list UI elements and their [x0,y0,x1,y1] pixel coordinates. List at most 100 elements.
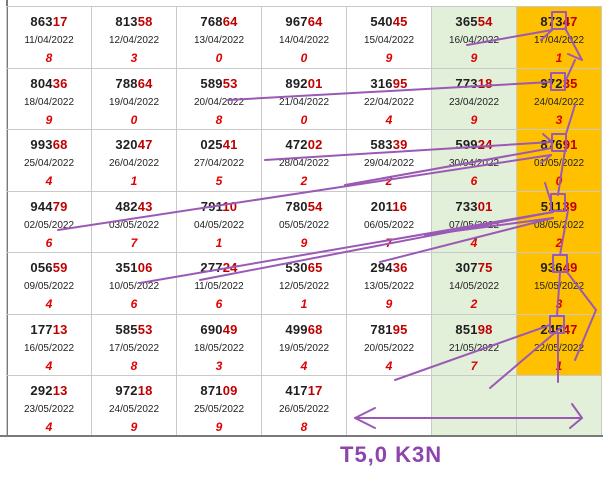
result-date: 14/05/2022 [448,281,500,293]
result-cell: 78054 05/05/2022 9 [261,190,347,254]
result-digit: 8 [130,358,138,373]
number-suffix: 01 [477,198,493,214]
result-date: 30/04/2022 [448,158,500,170]
result-number: 73301 [432,199,516,215]
number-prefix: 056 [30,260,53,276]
result-digit: 4 [300,358,308,373]
number-prefix: 813 [115,14,138,29]
number-suffix: 54 [477,14,493,29]
result-digit: 0 [215,51,223,65]
result-number: 41717 [262,383,346,399]
number-suffix: 54 [307,198,323,214]
number-suffix: 49 [222,321,238,337]
number-suffix: 24 [222,260,238,276]
result-number: 81358 [92,14,176,30]
result-digit: 0 [130,112,138,127]
result-cell: 48243 03/05/2022 7 [91,190,177,254]
number-prefix: 530 [285,260,308,276]
number-prefix: 876 [540,137,563,153]
number-suffix: 18 [477,75,493,91]
result-digit: 9 [45,112,53,127]
result-digit: 4 [470,235,478,250]
result-cell: 35106 10/05/2022 6 [91,252,177,315]
result-number: 99368 [7,137,91,153]
result-date: 18/04/2022 [23,96,75,108]
result-number: 31695 [347,76,431,92]
result-date: 21/05/2022 [448,342,500,354]
result-digit: 9 [470,51,478,65]
result-number: 32047 [92,137,176,153]
result-cell: 02541 27/04/2022 5 [176,129,262,192]
number-suffix: 59 [52,260,68,276]
number-suffix: 98 [477,321,493,337]
number-prefix: 245 [540,321,563,337]
result-digit: 9 [385,297,393,312]
number-suffix: 49 [562,260,578,276]
result-cell: 31695 22/04/2022 4 [346,67,432,131]
result-number: 35106 [92,260,176,276]
result-number: 58553 [92,322,176,338]
number-suffix: 58 [137,14,153,29]
result-date: 11/04/2022 [24,35,74,46]
result-digit: 9 [300,235,308,250]
number-suffix: 24 [477,137,493,153]
result-date: 23/05/2022 [23,404,75,416]
grid-row: 05659 09/05/2022 4 35106 10/05/2022 6 27724 11/… [6,252,602,315]
result-date: 17/05/2022 [108,342,160,354]
number-prefix: 972 [540,75,563,91]
result-date: 22/05/2022 [533,342,585,354]
result-date: 17/04/2022 [533,35,585,46]
number-suffix: 47 [137,137,153,153]
number-prefix: 365 [455,14,478,29]
number-prefix: 791 [200,198,223,214]
number-prefix: 788 [115,75,138,91]
number-prefix: 936 [540,260,563,276]
result-number: 94479 [7,199,91,215]
result-number: 85198 [432,322,516,338]
result-digit: 3 [130,51,138,65]
result-digit: 3 [555,297,563,312]
number-suffix: 09 [222,383,238,399]
result-number: 53065 [262,260,346,276]
result-date: 01/05/2022 [533,158,585,170]
number-prefix: 417 [285,383,308,399]
number-suffix: 39 [392,137,408,153]
number-prefix: 277 [200,260,223,276]
result-number: 97235 [517,76,601,92]
result-cell: 47202 28/04/2022 2 [261,129,347,192]
result-digit: 6 [45,235,53,250]
result-number: 58953 [177,76,261,92]
result-number: 58339 [347,137,431,153]
result-cell: 58339 29/04/2022 2 [346,129,432,192]
result-cell: 87691 01/05/2022 0 [516,129,602,192]
result-digit: 5 [215,174,223,189]
result-date: 16/04/2022 [448,35,500,46]
result-number: 89201 [262,76,346,92]
result-number: 87691 [517,137,601,153]
result-number: 79110 [177,199,261,215]
result-cell: 49968 19/05/2022 4 [261,313,347,377]
number-prefix: 511 [540,198,563,214]
result-date: 22/04/2022 [363,96,415,108]
result-cell: 80436 18/04/2022 9 [6,67,92,131]
result-cell: 20116 06/05/2022 7 [346,190,432,254]
grid-row: 29213 23/05/2022 4 97218 24/05/2022 9 87109 25/… [6,375,602,436]
result-date: 04/05/2022 [193,219,245,231]
result-date: 06/05/2022 [363,219,415,231]
result-cell: 97218 24/05/2022 9 [91,375,177,436]
grid-row: 99368 25/04/2022 4 32047 26/04/2022 1 02541 27/… [6,129,602,192]
number-prefix: 351 [115,260,138,276]
result-number: 87347 [517,14,601,30]
result-date: 24/05/2022 [108,404,160,416]
result-date: 21/04/2022 [278,96,330,108]
result-cell: 29213 23/05/2022 4 [6,375,92,436]
number-prefix: 781 [370,321,393,337]
result-date: 19/04/2022 [108,96,160,108]
result-date: 15/05/2022 [533,281,585,293]
number-suffix: 41 [222,137,238,153]
result-cell: 36554 16/04/2022 9 [431,6,517,69]
number-suffix: 53 [222,75,238,91]
number-suffix: 45 [392,14,408,29]
result-cell: 81358 12/04/2022 3 [91,6,177,69]
number-prefix: 540 [370,14,393,29]
